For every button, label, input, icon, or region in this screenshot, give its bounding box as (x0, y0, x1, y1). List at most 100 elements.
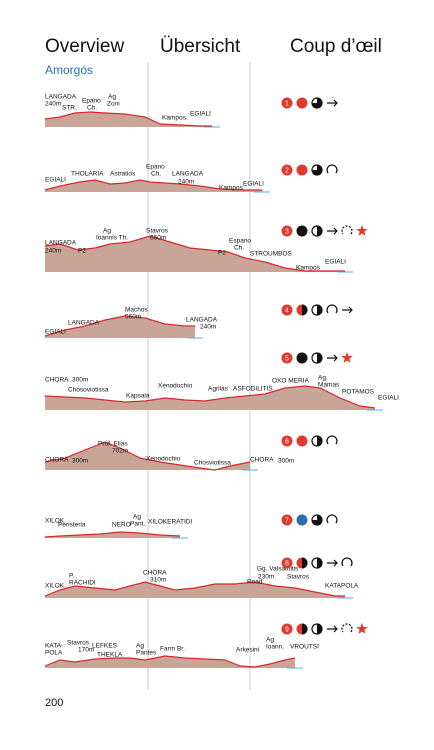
place-label: VROUTSI (290, 644, 319, 651)
place-label: Road (247, 579, 263, 586)
route-number: 1 (285, 100, 289, 107)
profile-line (44, 235, 345, 272)
place-label: Ch. (87, 105, 97, 112)
place-label: XILOK. (45, 583, 66, 590)
place-label: Ag (133, 514, 141, 521)
difficulty (296, 97, 308, 109)
place-label: Chosoviotissa (68, 387, 109, 394)
highlight-star (356, 623, 368, 634)
place-label: Zoni (107, 101, 120, 108)
title: Overview (45, 36, 124, 57)
place-label: POTAMOS (342, 389, 375, 396)
profile-area (45, 112, 212, 127)
place-label: LEFKES (92, 643, 118, 650)
place-label: Pant. (130, 521, 145, 528)
loop (326, 514, 338, 524)
loop (326, 164, 338, 174)
place-label: LANGADA (45, 240, 77, 247)
place-label: 240m (45, 101, 61, 108)
route-number: 7 (285, 517, 289, 524)
duration (317, 624, 322, 634)
title: Coup d’œil (290, 36, 382, 57)
route-number: 3 (285, 228, 289, 235)
place-label: EGIALI (325, 259, 346, 266)
place-label: Kampos (162, 115, 187, 122)
place-label: EGIALI (243, 181, 264, 188)
place-label: 310m (150, 577, 166, 584)
place-label: LANGADA (186, 317, 218, 324)
place-label: LANGADA (68, 320, 100, 327)
place-label: KATA- (45, 643, 63, 650)
duration (312, 98, 322, 108)
route-badge (281, 304, 293, 316)
place-label: Ch. (234, 245, 244, 252)
difficulty (296, 352, 308, 364)
place-label: XILOKERATIDI (148, 519, 193, 526)
place-label: EGIALI (190, 111, 211, 118)
place-label: Ioannis Th. (96, 235, 128, 242)
loop (326, 304, 338, 314)
profile-line (44, 179, 262, 191)
profile-line (44, 581, 345, 597)
one-way (327, 354, 338, 362)
place-label: Ioann. (266, 644, 284, 651)
difficulty (296, 514, 308, 526)
profile-area (45, 386, 375, 410)
place-label: Agrilas (208, 386, 229, 393)
place-label: Machos (125, 307, 149, 314)
place-label: Stavros (287, 574, 310, 581)
place-label: CHORA (45, 377, 69, 384)
place-label: Ag (266, 637, 274, 644)
place-label: Mamas (318, 382, 340, 389)
place-label: 660m (150, 235, 166, 242)
place-label: Kampos (296, 265, 321, 272)
profile-area (45, 582, 345, 598)
place-label: Ag (136, 643, 144, 650)
route-number: 8 (285, 560, 289, 567)
place-label: Xenodochio (146, 456, 181, 463)
place-label: EGIALI (378, 395, 399, 402)
place-label: OXO MERIA (272, 378, 310, 385)
loop (341, 225, 353, 235)
place-label: Gg. Valsamitis (257, 566, 299, 573)
difficulty (296, 435, 308, 447)
place-label: Peristeria (58, 522, 86, 529)
difficulty (296, 225, 308, 237)
duration (317, 305, 322, 315)
place-label: NERO (112, 522, 131, 529)
loop (341, 557, 353, 567)
one-way (342, 306, 353, 314)
highlight-star (341, 352, 353, 363)
place-label: CHORA (45, 457, 69, 464)
title: Übersicht (160, 36, 241, 57)
place-label: Ag (103, 228, 111, 235)
place-label: XILOK. (45, 518, 66, 525)
duration (312, 165, 322, 175)
duration (317, 353, 322, 363)
duration (317, 436, 322, 446)
route-badge (281, 225, 293, 237)
place-label: Xenodochio (158, 383, 193, 390)
route-badge (281, 164, 293, 176)
route-badge (281, 435, 293, 447)
route-number: 5 (285, 355, 289, 362)
place-label: Epano (146, 164, 165, 171)
place-label: RACHIDI (69, 580, 96, 587)
place-label: Kapsala (126, 393, 150, 400)
profile-line (44, 655, 296, 668)
place-label: Pantes (136, 650, 157, 657)
region: Amorgós (45, 63, 93, 77)
one-way (327, 625, 338, 633)
place-label: POLA (45, 650, 63, 657)
profile-line (44, 111, 212, 127)
profile-line (44, 385, 376, 409)
route-number: 2 (285, 167, 289, 174)
place-label: STROUMBOS (250, 251, 293, 258)
page-number: 200 (45, 697, 63, 709)
profile-line (44, 441, 251, 471)
route-badge (281, 97, 293, 109)
difficulty (302, 304, 308, 316)
duration (312, 515, 322, 525)
one-way (327, 99, 338, 107)
